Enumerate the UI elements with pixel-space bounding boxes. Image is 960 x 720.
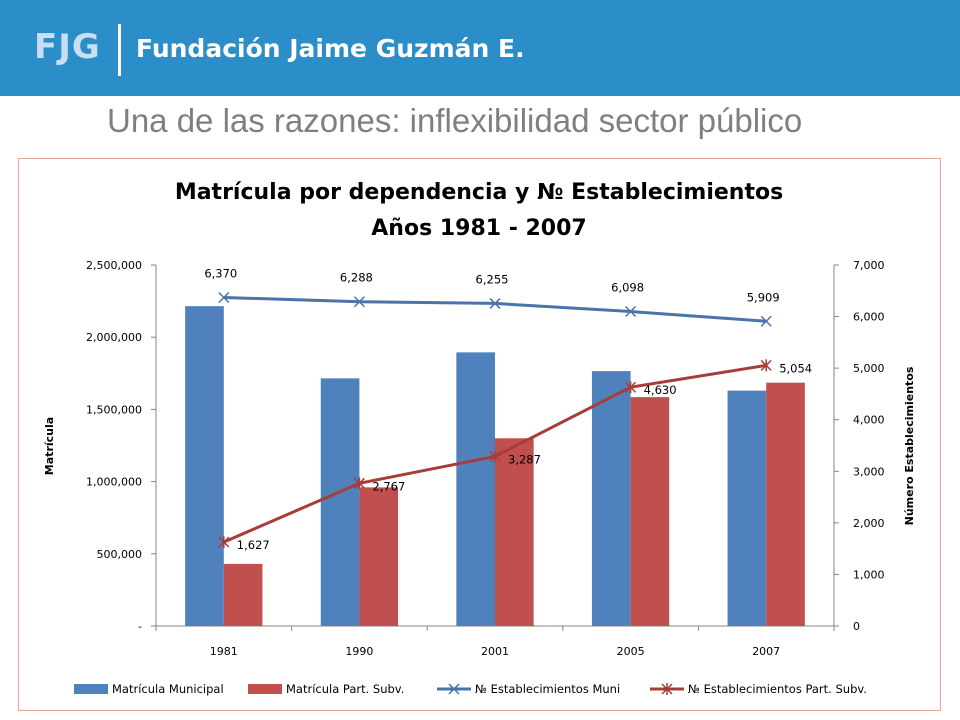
- chart-subtitle: Años 1981 - 2007: [371, 216, 586, 241]
- chart-legend: Matrícula Municipal Matrícula Part. Subv.…: [74, 682, 867, 696]
- data-label: 4,630: [644, 383, 677, 397]
- data-label: 3,287: [508, 452, 541, 466]
- y2-tick-label: 6,000: [853, 311, 885, 324]
- y-tick-label: 500,000: [97, 548, 143, 561]
- line--establecimientos-muni: [223, 295, 767, 323]
- legend-swatch: [248, 684, 282, 694]
- legend-label: Matrícula Municipal: [112, 682, 224, 696]
- x-tick-label: 2007: [752, 645, 780, 658]
- chart: Matrícula por dependencia y № Establecim…: [43, 180, 916, 696]
- bar-matr-cula-municipal: [185, 306, 224, 626]
- marker-stroke: [218, 291, 230, 304]
- legend-label: Matrícula Part. Subv.: [286, 682, 404, 696]
- y-tick-label: 2,000,000: [86, 331, 142, 344]
- legend-marker: [661, 683, 673, 695]
- point-marker: [625, 305, 637, 318]
- y-tick-label: 1,000,000: [86, 476, 142, 489]
- x-tick-label: 2001: [481, 645, 509, 658]
- header-bar: FJG Fundación Jaime Guzmán E.: [0, 0, 960, 96]
- y2-tick-label: 3,000: [853, 465, 885, 478]
- y-tick-label: 1,500,000: [86, 403, 142, 416]
- bar-matr-cula-municipal: [320, 378, 360, 626]
- bar-matr-cula-part-subv-: [766, 382, 805, 626]
- data-label: 6,370: [204, 266, 237, 280]
- data-label: 2,767: [372, 479, 405, 493]
- y2-tick-label: 7,000: [853, 259, 885, 272]
- point-marker: [218, 536, 230, 549]
- marker-stroke: [448, 683, 460, 695]
- x-tick-label: 1981: [210, 645, 238, 658]
- data-label: 5,909: [747, 290, 780, 304]
- y2-tick-label: 5,000: [853, 362, 885, 375]
- marker-stroke: [489, 297, 501, 309]
- data-label: 6,098: [611, 281, 644, 295]
- point-marker: [489, 297, 501, 309]
- y2-tick-label: 4,000: [853, 414, 885, 427]
- logo-divider: [118, 24, 121, 76]
- point-marker: [353, 477, 365, 490]
- legend-item: № Establecimientos Part. Subv.: [650, 682, 867, 696]
- point-marker: [218, 291, 230, 304]
- chart-frame: Matrícula por dependencia y № Establecim…: [18, 158, 941, 711]
- bar-matr-cula-municipal: [727, 390, 767, 626]
- data-label: 5,054: [779, 361, 812, 375]
- legend-label: № Establecimientos Muni: [475, 682, 620, 696]
- bar-matr-cula-municipal: [591, 371, 631, 626]
- bar-matr-cula-part-subv-: [495, 438, 534, 626]
- y2-tick-label: 1,000: [853, 568, 885, 581]
- marker-stroke: [760, 315, 772, 327]
- y-tick-label: -: [138, 620, 142, 633]
- bar-matr-cula-part-subv-: [630, 397, 670, 626]
- bar-matr-cula-part-subv-: [223, 563, 263, 626]
- point-marker: [760, 359, 772, 372]
- legend-item: Matrícula Part. Subv.: [248, 682, 404, 696]
- y2-axis-label: Número Establecimientos: [903, 366, 916, 525]
- slide-title: Una de las razones: inflexibilidad secto…: [107, 102, 803, 139]
- y-axis-label: Matrícula: [43, 417, 56, 475]
- point-marker: [353, 296, 365, 308]
- point-marker: [625, 381, 637, 394]
- bar-matr-cula-municipal: [456, 352, 495, 626]
- legend-item: Matrícula Municipal: [74, 682, 224, 696]
- x-tick-label: 2005: [617, 645, 645, 658]
- marker-stroke: [625, 305, 637, 318]
- point-marker: [489, 450, 501, 463]
- y2-tick-label: 2,000: [853, 517, 885, 530]
- plot-area: - 500,000 1,000,000 1,500,000 2,000,000 2,500…: [86, 259, 884, 658]
- point-marker: [760, 315, 772, 327]
- data-label: 6,288: [340, 271, 373, 285]
- data-label: 1,627: [237, 538, 270, 552]
- chart-title: Matrícula por dependencia y № Establecim…: [175, 180, 783, 205]
- y-tick-label: 2,500,000: [86, 259, 142, 272]
- legend-marker: [448, 683, 460, 695]
- organization-name: Fundación Jaime Guzmán E.: [136, 34, 525, 63]
- y2-tick-label: 0: [853, 620, 860, 633]
- x-tick-label: 1990: [345, 645, 373, 658]
- data-label: 6,255: [476, 272, 509, 286]
- legend-swatch: [74, 684, 108, 694]
- marker-stroke: [353, 296, 365, 308]
- legend-label: № Establecimientos Part. Subv.: [688, 682, 867, 696]
- legend-item: № Establecimientos Muni: [437, 682, 620, 696]
- bar-matr-cula-part-subv-: [359, 487, 399, 626]
- logo: FJG: [34, 27, 101, 67]
